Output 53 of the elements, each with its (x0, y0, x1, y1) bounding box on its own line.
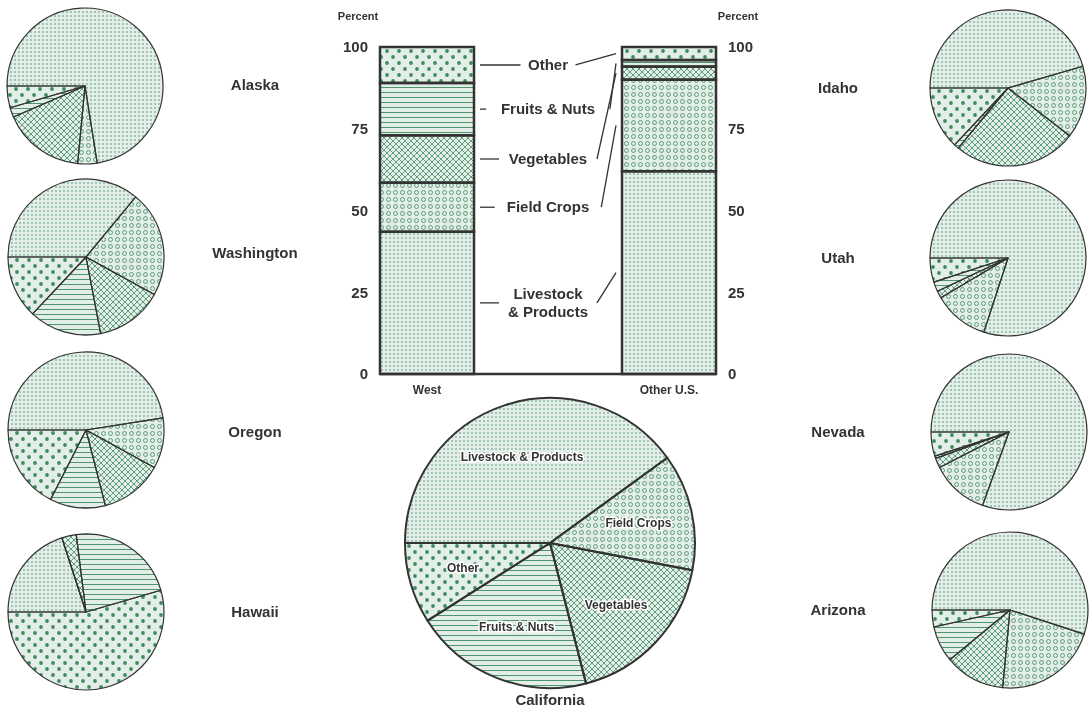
y2-tick-label: 50 (728, 201, 745, 219)
y-tick-label: 25 (351, 283, 368, 301)
x-tick-label: West (412, 383, 442, 397)
slice-label: Livestock & Products (460, 450, 584, 465)
y2-tick-label: 100 (728, 38, 754, 56)
pie-slice (85, 196, 165, 296)
text: Vegetables (508, 150, 588, 168)
pie-slice (929, 9, 1084, 89)
text: Utah (821, 249, 855, 267)
y2-tick-label: 0 (728, 365, 737, 383)
text: California (515, 691, 586, 709)
text: Idaho (818, 79, 858, 97)
text: Arizona (810, 601, 867, 619)
text: Field Crops (506, 198, 590, 216)
text: Nevada (811, 423, 866, 441)
text: Oregon (228, 423, 282, 441)
text: Hawaii (231, 603, 279, 621)
pie-slice (929, 87, 1009, 146)
pie-slice (32, 256, 102, 336)
pie-slice (404, 397, 669, 544)
pie-slice (85, 256, 155, 335)
pie-slice (931, 531, 1089, 635)
y-tick-label: 100 (342, 38, 368, 56)
y-axis-title: Percent (337, 10, 379, 22)
pie-slice (85, 417, 165, 469)
pie-slice (7, 537, 87, 613)
y-tick-label: 0 (359, 365, 368, 383)
text: Livestock & Products (507, 285, 589, 321)
text: Other (527, 56, 569, 74)
pie-slice (49, 429, 106, 509)
slice-label: Field Crops (605, 516, 672, 531)
y2-tick-label: 75 (728, 120, 745, 137)
y-tick-label: 75 (351, 120, 368, 137)
slice-label: Other (446, 561, 480, 576)
pie-slice (931, 609, 1011, 628)
pie-slice (7, 178, 137, 258)
pie-slice (957, 87, 1071, 167)
y-tick-label: 50 (351, 201, 368, 219)
text: Washington (212, 244, 298, 262)
pie-slice (7, 351, 164, 431)
pie-slice (933, 609, 1011, 661)
y2-tick-label: 25 (728, 283, 745, 301)
series-label: Fruits & Nuts (500, 100, 596, 118)
pie-slice (7, 256, 87, 315)
pie-slice (1007, 65, 1087, 137)
x-tick-label: Other U.S. (639, 383, 699, 397)
pie-slice (404, 542, 551, 622)
y2-axis-title: Percent (717, 10, 759, 22)
text: Alaska (230, 76, 280, 94)
pie-slice (7, 429, 87, 501)
pie-slice (949, 609, 1011, 689)
pie-slice (85, 429, 155, 507)
pie-slice (1002, 609, 1085, 689)
